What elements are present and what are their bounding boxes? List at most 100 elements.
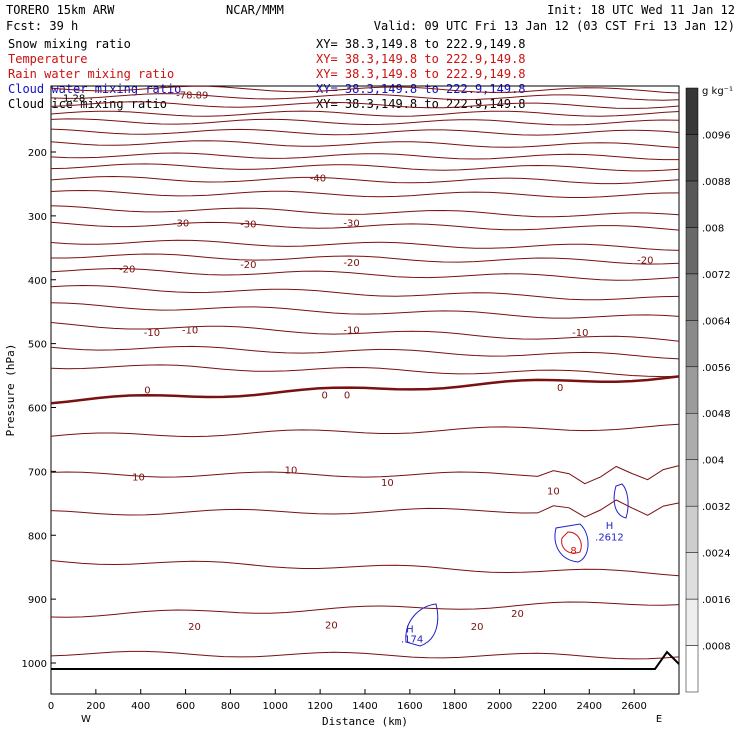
colorbar-tick-label: .0024 bbox=[702, 549, 731, 560]
x-tick-label: 2200 bbox=[532, 701, 557, 712]
isotherm bbox=[50, 364, 680, 378]
field-legend: Snow mixing ratio XY= 38.3,149.8 to 222.9… bbox=[8, 37, 526, 111]
temperature-label: -30 bbox=[173, 218, 189, 229]
temperature-label: 10 bbox=[547, 487, 560, 498]
west-label: W bbox=[81, 714, 91, 725]
cloud-water-label: .2612 bbox=[595, 533, 624, 544]
field-xy: XY= 38.3,149.8 to 222.9,149.8 bbox=[316, 67, 526, 81]
x-tick-label: 200 bbox=[86, 701, 105, 712]
isotherm bbox=[50, 650, 680, 660]
colorbar-tick-label: .0032 bbox=[702, 502, 731, 513]
colorbar-tick-label: .0064 bbox=[702, 316, 731, 327]
init-time: Init: 18 UTC Wed 11 Jan 12 bbox=[547, 3, 735, 17]
colorbar-tick-label: .0056 bbox=[702, 363, 731, 374]
isotherm bbox=[50, 322, 680, 342]
isotherm bbox=[50, 189, 680, 198]
isotherm bbox=[50, 560, 680, 577]
x-tick-label: 2600 bbox=[621, 701, 646, 712]
temperature-label: -40 bbox=[310, 174, 326, 185]
center-title: NCAR/MMM bbox=[226, 3, 284, 17]
y-tick-label: 700 bbox=[28, 467, 47, 478]
rain-label: 8 bbox=[570, 546, 576, 557]
contour-labels: -78.89 -40 -30 -30 -30 -20 -20 -20 -20 -10 -10 -10 -… bbox=[63, 91, 654, 646]
cloud-water-label: H bbox=[606, 521, 614, 532]
colorbar-swatch bbox=[685, 134, 699, 182]
x-tick-label: 1200 bbox=[307, 701, 332, 712]
cloud-water-contour bbox=[613, 483, 629, 519]
field-xy: XY= 38.3,149.8 to 222.9,149.8 bbox=[316, 37, 526, 51]
isotherm bbox=[50, 239, 680, 251]
y-tick-label: 600 bbox=[28, 404, 47, 415]
temperature-label: 10 bbox=[132, 472, 145, 483]
ground-line bbox=[51, 650, 680, 670]
colorbar-swatch bbox=[685, 180, 699, 228]
field-xy: XY= 38.3,149.8 to 222.9,149.8 bbox=[316, 52, 526, 66]
snow-label: 1.28 bbox=[63, 94, 85, 105]
y-tick-label: 900 bbox=[28, 595, 47, 606]
x-tick-label: 0 bbox=[48, 701, 54, 712]
temperature-label: -10 bbox=[182, 326, 198, 337]
isotherm bbox=[50, 345, 680, 360]
isotherm bbox=[50, 152, 679, 161]
colorbar-tick-label: .0088 bbox=[702, 177, 731, 188]
valid-time: Valid: 09 UTC Fri 13 Jan 12 (03 CST Fri … bbox=[374, 19, 735, 33]
colorbar-tick-label: .008 bbox=[702, 223, 724, 234]
x-tick-label: 800 bbox=[221, 701, 240, 712]
colorbar-swatch bbox=[685, 598, 699, 646]
isotherm bbox=[50, 110, 680, 117]
x-tick-label: 2000 bbox=[487, 701, 512, 712]
y-tick-label: 800 bbox=[28, 531, 47, 542]
isotherm bbox=[50, 267, 680, 281]
x-tick-label: 1400 bbox=[352, 701, 377, 712]
colorbar-tick-label: .0072 bbox=[702, 270, 731, 281]
temperature-label: -20 bbox=[343, 258, 359, 269]
x-tick-label: 2400 bbox=[577, 701, 602, 712]
axes: 0 200 400 600 800 1000 1200 1400 1600 1800 2000 220… bbox=[22, 148, 663, 725]
cloud-water-contour bbox=[405, 603, 439, 647]
y-tick-label: 300 bbox=[28, 212, 47, 223]
isotherm bbox=[50, 375, 680, 405]
temperature-label: -10 bbox=[144, 328, 160, 339]
isotherm bbox=[50, 101, 680, 109]
colorbar-tick-label: .0096 bbox=[702, 130, 731, 141]
y-tick-label: 500 bbox=[28, 340, 47, 351]
x-tick-label: 1800 bbox=[442, 701, 467, 712]
colorbar-tick-label: .0048 bbox=[702, 409, 731, 420]
temperature-label: 20 bbox=[325, 621, 338, 632]
isotherm bbox=[50, 221, 680, 231]
isotherm bbox=[50, 85, 680, 94]
colorbar-swatch bbox=[685, 459, 699, 507]
isotherm bbox=[50, 423, 680, 438]
colorbar-tick-label: .004 bbox=[702, 456, 724, 467]
isotherm bbox=[50, 140, 680, 149]
colorbar: .0008 .0016 .0024 .0032 .004 .0048 .0056 .0064.… bbox=[685, 86, 733, 693]
forecast-hour: Fcst: 39 h bbox=[6, 19, 78, 33]
cloud-water-label: H bbox=[406, 625, 414, 636]
x-tick-label: 600 bbox=[176, 701, 195, 712]
temperature-label: -20 bbox=[240, 260, 256, 271]
colorbar-swatch bbox=[685, 505, 699, 553]
temperature-contours bbox=[50, 85, 680, 670]
east-label: E bbox=[656, 714, 662, 725]
colorbar-tick-label: .0016 bbox=[702, 595, 731, 606]
field-label: Rain water mixing ratio bbox=[8, 67, 174, 81]
y-tick-label: 400 bbox=[28, 276, 47, 287]
x-tick-label: 1000 bbox=[263, 701, 288, 712]
isotherm bbox=[50, 93, 680, 101]
cloud-water-contour bbox=[554, 523, 589, 563]
colorbar-swatch bbox=[685, 645, 699, 693]
field-label: Snow mixing ratio bbox=[8, 37, 131, 51]
isotherm bbox=[51, 253, 680, 265]
rain-contour bbox=[561, 531, 582, 554]
colorbar-swatch bbox=[685, 366, 699, 414]
x-tick-label: 400 bbox=[131, 701, 150, 712]
y-axis-label: Pressure (hPa) bbox=[4, 344, 17, 437]
temperature-label: -20 bbox=[637, 255, 653, 266]
x-tick-label: 1600 bbox=[397, 701, 422, 712]
temperature-label: -10 bbox=[343, 326, 359, 337]
isotherm bbox=[50, 205, 680, 218]
temperature-label: 20 bbox=[471, 622, 484, 633]
y-tick-label: 1000 bbox=[22, 659, 47, 670]
colorbar-swatch bbox=[685, 412, 699, 460]
colorbar-swatch bbox=[685, 552, 699, 600]
